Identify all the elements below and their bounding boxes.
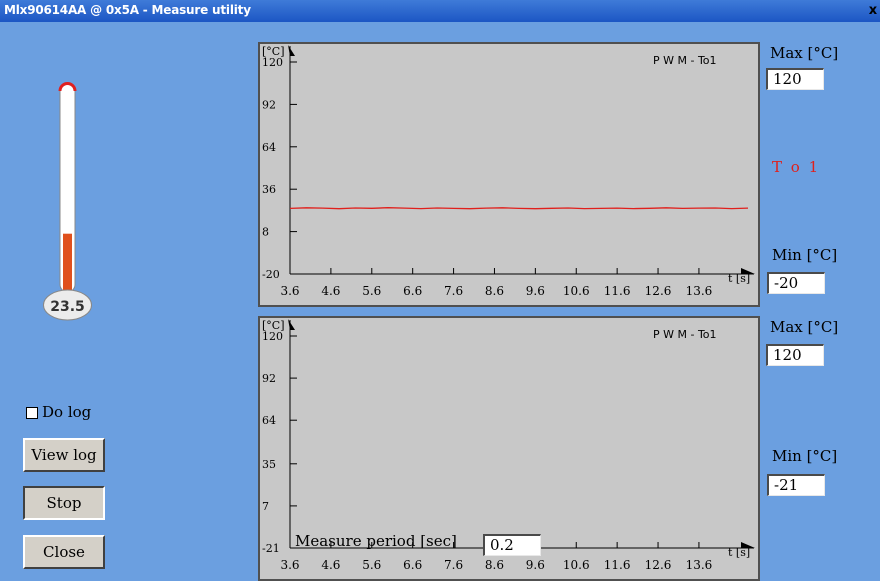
do-log-label: Do log [42, 403, 92, 421]
top-max-input[interactable]: 120 [766, 68, 824, 90]
chart-title: P W M - To1 [653, 328, 717, 341]
x-tick-label: 3.6 [280, 558, 299, 572]
temperature-chart-top: [°C] t [s] P W M - To1 120 92 64 36 8 -203.6 4.6 5… [258, 42, 760, 307]
x-tick-label: 3.6 [280, 284, 299, 298]
thermometer-value: 23.5 [50, 299, 85, 315]
y-tick-label: -20 [262, 268, 280, 281]
x-tick-label: 8.6 [485, 284, 504, 298]
y-tick-label: 36 [262, 183, 276, 196]
x-tick-label: 10.6 [563, 284, 590, 298]
y-axis-arrow [288, 319, 295, 330]
y-tick-label: 92 [262, 98, 276, 111]
x-tick-label: 9.6 [526, 284, 545, 298]
client-area: 23.5 [°C] t [s] P W M - To1 120 92 64 36 8 -20 3.… [0, 22, 880, 581]
chart-title: P W M - To1 [653, 54, 717, 67]
y-tick-label: 64 [262, 141, 276, 154]
y-axis-label: [°C] [262, 45, 285, 58]
x-tick-label: 10.6 [563, 558, 590, 572]
top-min-input[interactable]: -20 [767, 272, 825, 294]
y-tick-label: 8 [262, 226, 269, 239]
x-tick-label: 9.6 [526, 558, 545, 572]
x-tick-label: 6.6 [403, 284, 422, 298]
bottom-max-input[interactable]: 120 [766, 344, 824, 366]
x-tick-label: 5.6 [362, 558, 381, 572]
y-tick-label: 120 [262, 330, 283, 343]
chart-frame [258, 42, 760, 307]
window-title: Mlx90614AA @ 0x5A - Measure utility [4, 3, 251, 17]
close-window-icon[interactable]: x [868, 3, 878, 18]
top-min-label: Min [°C] [772, 246, 838, 264]
y-tick-label: 35 [262, 458, 276, 471]
x-tick-label: 4.6 [321, 558, 340, 572]
series-to1-label: T o 1 [772, 158, 821, 176]
x-tick-label: 12.6 [645, 284, 672, 298]
thermometer-fill [63, 233, 72, 290]
x-tick-label: 7.6 [444, 284, 463, 298]
view-log-button[interactable]: View log [23, 438, 105, 472]
x-axis-label: t [s] [728, 272, 750, 285]
y-tick-label: 92 [262, 372, 276, 385]
bottom-min-input[interactable]: -21 [767, 474, 825, 496]
x-tick-label: 11.6 [604, 284, 631, 298]
x-tick-label: 5.6 [362, 284, 381, 298]
x-tick-label: 6.6 [403, 558, 422, 572]
series-line-to1 [289, 207, 749, 210]
top-max-label: Max [°C] [770, 44, 839, 62]
x-tick-label: 12.6 [645, 558, 672, 572]
do-log-checkbox[interactable] [26, 407, 38, 419]
x-tick-label: 13.6 [686, 558, 713, 572]
measure-period-label: Measure period [sec] [295, 532, 457, 550]
y-tick-label: -21 [262, 542, 280, 555]
x-axis-arrow [741, 542, 755, 548]
y-axis-arrow [288, 45, 295, 56]
y-axis-label: [°C] [262, 319, 285, 332]
x-axis-label: t [s] [728, 546, 750, 559]
measure-period-input[interactable]: 0.2 [483, 534, 541, 556]
x-tick-label: 4.6 [321, 284, 340, 298]
bottom-min-label: Min [°C] [772, 447, 838, 465]
stop-button[interactable]: Stop [23, 486, 105, 520]
x-tick-label: 7.6 [444, 558, 463, 572]
y-tick-label: 120 [262, 56, 283, 69]
title-bar: Mlx90614AA @ 0x5A - Measure utility x [0, 0, 880, 22]
y-tick-label: 7 [262, 500, 269, 513]
thermometer-cap [58, 82, 77, 92]
close-button[interactable]: Close [23, 535, 105, 569]
thermometer-bulb [43, 289, 92, 321]
x-tick-label: 11.6 [604, 558, 631, 572]
thermometer: 23.5 [43, 82, 92, 321]
x-tick-label: 13.6 [686, 284, 713, 298]
x-tick-label: 8.6 [485, 558, 504, 572]
bottom-max-label: Max [°C] [770, 318, 839, 336]
x-axis-arrow [741, 268, 755, 274]
y-tick-label: 64 [262, 414, 276, 427]
